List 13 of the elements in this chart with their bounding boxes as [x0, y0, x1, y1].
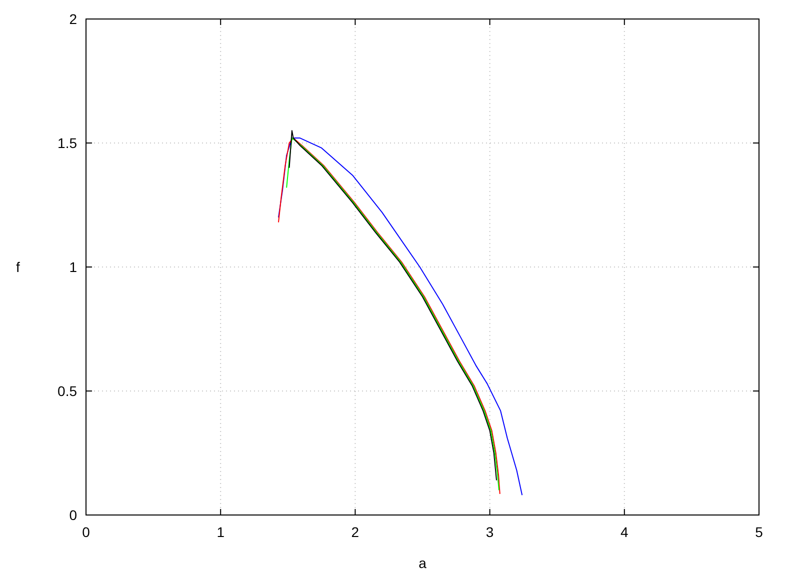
y-tick-label: 2 — [69, 11, 78, 27]
y-axis-title: f — [16, 259, 20, 275]
x-tick-label: 4 — [620, 524, 628, 540]
y-tick-label: 1.5 — [58, 135, 78, 151]
x-tick-label: 0 — [82, 524, 90, 540]
y-tick-label: 0.5 — [58, 383, 78, 399]
x-tick-label: 3 — [486, 524, 494, 540]
x-axis-title: a — [418, 555, 427, 571]
x-tick-label: 1 — [216, 524, 225, 540]
y-tick-label: 1 — [69, 259, 78, 275]
x-tick-label: 2 — [351, 524, 360, 540]
y-tick-label: 0 — [69, 507, 78, 523]
x-tick-label: 5 — [755, 524, 764, 540]
